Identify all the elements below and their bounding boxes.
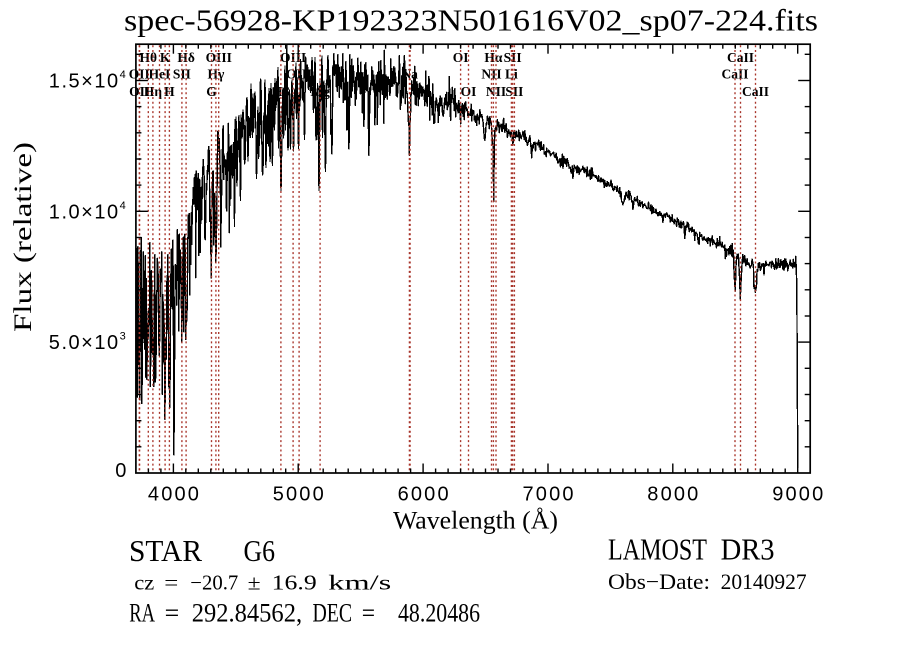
svg-text:LAMOST: LAMOST — [608, 532, 707, 567]
svg-text:=: = — [362, 599, 375, 628]
svg-text:16.9: 16.9 — [272, 571, 317, 595]
svg-text:SII: SII — [505, 84, 523, 99]
svg-text:20140927: 20140927 — [721, 569, 807, 594]
svg-text:Hα: Hα — [484, 50, 503, 65]
svg-text:K: K — [160, 50, 171, 65]
svg-text:Hδ: Hδ — [177, 50, 195, 65]
svg-text:Obs−Date:: Obs−Date: — [608, 569, 710, 594]
svg-text:Hη: Hη — [144, 84, 163, 99]
svg-text:CaII: CaII — [742, 84, 769, 99]
svg-text:1.5×104: 1.5×10 4 — [49, 69, 126, 93]
svg-text:5.0×103: 5.0×10 3 — [49, 331, 126, 355]
svg-text:=: = — [165, 599, 180, 628]
svg-text:OIII: OIII — [280, 50, 306, 65]
svg-text:OI: OI — [461, 84, 477, 99]
svg-text:H: H — [164, 84, 175, 99]
svg-text:SII: SII — [504, 50, 522, 65]
svg-text:RA: RA — [129, 599, 155, 628]
svg-text:OIII: OIII — [206, 50, 232, 65]
svg-text:STAR: STAR — [129, 533, 202, 568]
svg-text:CaII: CaII — [727, 50, 754, 65]
svg-text:NII: NII — [486, 84, 506, 99]
svg-text:±: ± — [248, 571, 261, 595]
svg-text:=: = — [164, 571, 178, 595]
svg-text:Flux (relative): Flux (relative) — [10, 142, 37, 332]
svg-text:292.84562,: 292.84562, — [192, 599, 302, 628]
svg-text:spec-56928-KP192323N501616V02_: spec-56928-KP192323N501616V02_sp07-224.f… — [124, 3, 818, 38]
svg-text:Wavelength (Å): Wavelength (Å) — [393, 508, 558, 535]
svg-text:OII: OII — [129, 84, 150, 99]
svg-text:DR3: DR3 — [721, 532, 775, 567]
svg-text:48.20486: 48.20486 — [398, 599, 480, 628]
svg-text:km/s: km/s — [328, 571, 391, 595]
svg-text:DEC: DEC — [313, 599, 353, 628]
svg-text:G: G — [206, 84, 217, 99]
svg-text:−20.7: −20.7 — [190, 571, 238, 595]
svg-text:OI: OI — [453, 50, 469, 65]
svg-text:1.0×104: 1.0×10 4 — [49, 200, 126, 224]
svg-text:0: 0 — [115, 460, 126, 482]
svg-text:Hθ: Hθ — [140, 50, 158, 65]
svg-text:cz: cz — [134, 571, 154, 595]
svg-text:G6: G6 — [244, 533, 276, 568]
